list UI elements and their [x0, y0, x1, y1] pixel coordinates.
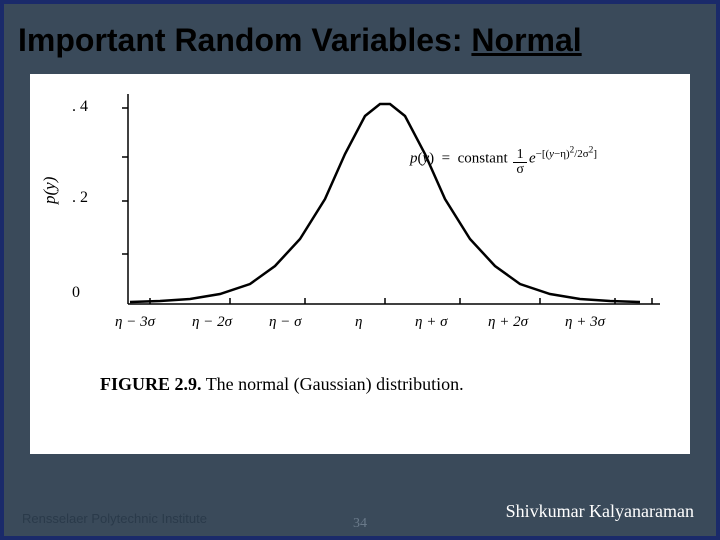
- frac-den: σ: [513, 163, 527, 177]
- pdf-formula: p(y) = constant 1 σ e−[(y−η)2/2σ2]: [410, 144, 597, 177]
- xtick-label-4: η + σ: [415, 314, 447, 331]
- formula-p: p: [410, 151, 418, 167]
- formula-constant: constant: [458, 151, 508, 167]
- xtick-label-1: η − 2σ: [192, 314, 232, 331]
- xtick-label-6: η + 3σ: [565, 314, 605, 331]
- chart-svg: [90, 94, 670, 314]
- formula-frac: 1 σ: [513, 148, 527, 177]
- xtick-label-2: η − σ: [269, 314, 301, 331]
- xtick-label-5: η + 2σ: [488, 314, 528, 331]
- page-number: 34: [353, 516, 367, 532]
- y-axis-label: p(y): [40, 177, 60, 204]
- ytick-1: . 2: [72, 189, 88, 207]
- gaussian-curve: [130, 104, 640, 302]
- frac-num: 1: [513, 148, 527, 163]
- title-pre: Important Random Variables:: [18, 22, 471, 58]
- slide: Important Random Variables: Normal p(y) …: [0, 0, 720, 540]
- ytick-2: 0: [72, 284, 80, 302]
- xtick-label-0: η − 3σ: [115, 314, 155, 331]
- slide-title: Important Random Variables: Normal: [18, 22, 582, 59]
- ytick-0: . 4: [72, 98, 88, 116]
- title-underlined: Normal: [471, 22, 581, 58]
- caption-label: FIGURE 2.9.: [100, 374, 202, 394]
- figure-caption: FIGURE 2.9. The normal (Gaussian) distri…: [100, 374, 464, 395]
- footer-institute: Rensselaer Polytechnic Institute: [22, 511, 207, 526]
- formula-exponent: −[(y−η)2/2σ2]: [536, 148, 597, 160]
- xtick-label-3: η: [355, 314, 362, 331]
- formula-y: y: [423, 151, 430, 167]
- figure-panel: p(y) . 4 . 2 0 p(y) = constant: [30, 74, 690, 454]
- footer-author: Shivkumar Kalyanaraman: [506, 501, 694, 522]
- caption-text: The normal (Gaussian) distribution.: [202, 374, 464, 394]
